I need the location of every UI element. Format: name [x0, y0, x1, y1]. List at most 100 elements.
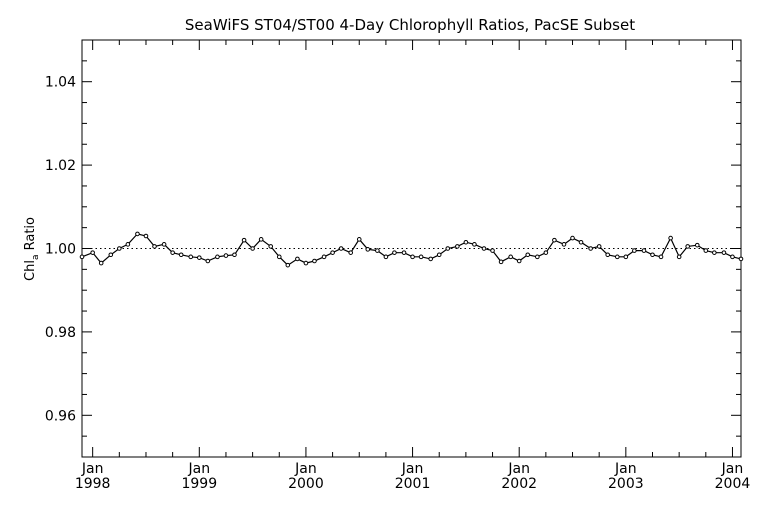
- data-point: [188, 254, 194, 260]
- data-point: [98, 260, 104, 266]
- y-tick-label: 1.04: [45, 75, 76, 91]
- data-point: [535, 254, 540, 260]
- data-point: [178, 252, 184, 258]
- data-point: [250, 246, 255, 251]
- data-point: [428, 256, 433, 262]
- data-point: [268, 244, 274, 249]
- data-point: [516, 258, 522, 264]
- data-point: [490, 248, 495, 253]
- data-point: [321, 254, 327, 260]
- data-point: [348, 250, 354, 255]
- x-tick-year: 1998: [75, 476, 111, 492]
- data-point: [543, 250, 549, 255]
- data-point: [472, 242, 477, 247]
- data-point: [498, 259, 504, 265]
- data-point: [712, 250, 717, 255]
- data-point: [383, 254, 389, 260]
- data-point: [125, 242, 131, 247]
- data-point: [615, 254, 620, 260]
- data-point: [79, 254, 85, 260]
- x-tick-month: Jan: [721, 461, 744, 477]
- x-tick-year: 2004: [715, 476, 751, 492]
- x-tick-month: Jan: [81, 461, 104, 477]
- chart-title: SeaWiFS ST04/ST00 4-Day Chlorophyll Rati…: [185, 16, 635, 34]
- x-tick-month: Jan: [188, 461, 211, 477]
- data-point: [436, 252, 442, 258]
- data-point: [508, 254, 513, 260]
- data-point: [694, 242, 700, 248]
- x-tick-year: 1999: [181, 476, 217, 492]
- data-point: [196, 255, 202, 260]
- data-point: [605, 252, 611, 258]
- y-axis-label: Chla Ratio: [23, 217, 41, 281]
- data-point: [418, 254, 424, 260]
- data-point: [588, 246, 593, 251]
- data-point: [392, 250, 397, 255]
- data-point: [730, 254, 735, 260]
- y-axis-label-main: Chl: [23, 260, 38, 281]
- data-point: [650, 252, 655, 258]
- data-point: [455, 244, 460, 249]
- data-point: [356, 237, 362, 242]
- y-axis-label-sub: a: [31, 255, 41, 261]
- data-point: [135, 231, 140, 237]
- y-tick-label: 1.02: [45, 158, 76, 174]
- data-point: [463, 239, 469, 245]
- y-tick-label: 1.00: [45, 242, 76, 258]
- data-point: [303, 260, 309, 266]
- data-point: [108, 252, 114, 258]
- data-point: [330, 250, 335, 255]
- data-point: [276, 254, 282, 260]
- data-point: [578, 239, 584, 245]
- data-point: [668, 235, 673, 241]
- data-point: [623, 254, 629, 260]
- data-point: [338, 246, 344, 251]
- x-tick-year: 2002: [501, 476, 537, 492]
- data-point: [525, 252, 531, 258]
- x-axis-ticks: Jan1998Jan1999Jan2000Jan2001Jan2002Jan20…: [75, 40, 751, 492]
- data-point: [632, 248, 637, 253]
- data-point: [205, 258, 211, 264]
- data-point: [685, 244, 690, 249]
- data-point: [312, 258, 317, 264]
- x-tick-year: 2000: [288, 476, 324, 492]
- x-tick-month: Jan: [294, 461, 317, 477]
- data-point: [658, 254, 664, 260]
- data-point: [738, 256, 744, 262]
- x-tick-year: 2003: [608, 476, 644, 492]
- data-point: [143, 233, 149, 239]
- data-point: [552, 237, 557, 243]
- data-point: [258, 237, 264, 242]
- data-point: [117, 246, 122, 251]
- data-point: [90, 250, 95, 255]
- data-point: [170, 250, 175, 255]
- data-point: [285, 262, 291, 268]
- data-point: [676, 254, 682, 260]
- data-point: [721, 250, 727, 255]
- data-point: [481, 246, 487, 251]
- y-axis-label-rest: Ratio: [23, 217, 38, 255]
- data-point: [223, 253, 229, 258]
- data-point: [375, 248, 380, 253]
- x-tick-month: Jan: [614, 461, 637, 477]
- y-tick-label: 0.98: [45, 325, 76, 341]
- y-tick-label: 0.96: [45, 408, 76, 424]
- data-point: [596, 244, 602, 249]
- data-point: [641, 248, 647, 253]
- data-point: [445, 246, 451, 251]
- data-point: [703, 248, 709, 253]
- data-point: [295, 256, 300, 262]
- data-point: [365, 247, 371, 252]
- y-axis-ticks: 0.96 0.98 1.00 1.02 1.04: [45, 39, 741, 458]
- x-tick-month: Jan: [507, 461, 530, 477]
- data-point: [215, 254, 220, 260]
- data-point: [410, 254, 415, 260]
- data-point: [401, 250, 407, 255]
- x-tick-month: Jan: [401, 461, 424, 477]
- data-point: [161, 242, 167, 247]
- data-point: [561, 242, 567, 247]
- series-group: [79, 231, 744, 268]
- data-point: [241, 237, 247, 243]
- x-tick-year: 2001: [395, 476, 431, 492]
